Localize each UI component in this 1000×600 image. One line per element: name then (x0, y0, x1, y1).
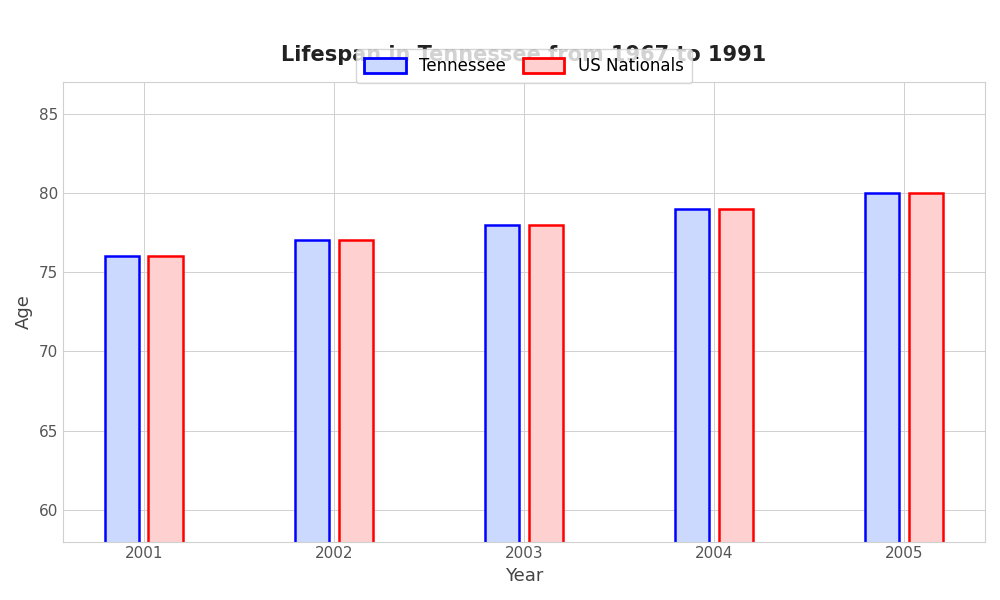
Bar (105, 256, 139, 600)
Bar (295, 241, 329, 600)
Title: Lifespan in Tennessee from 1967 to 1991: Lifespan in Tennessee from 1967 to 1991 (281, 45, 767, 65)
Bar (675, 209, 709, 600)
X-axis label: Year: Year (505, 567, 543, 585)
Y-axis label: Age: Age (15, 294, 33, 329)
Bar (909, 193, 943, 600)
Bar (148, 256, 183, 600)
Bar (339, 241, 373, 600)
Bar (529, 224, 563, 600)
Bar (719, 209, 753, 600)
Bar (485, 224, 519, 600)
Legend: Tennessee, US Nationals: Tennessee, US Nationals (356, 49, 692, 83)
Bar (865, 193, 899, 600)
